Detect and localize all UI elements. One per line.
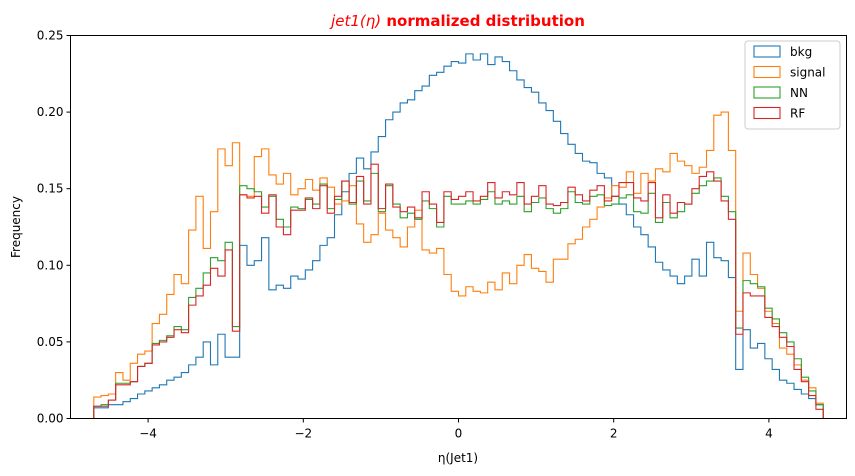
legend-swatch-bkg — [753, 45, 781, 58]
y-tick-label: 0.00 — [37, 412, 64, 426]
x-axis-ticks: −4 −2 0 2 4 — [139, 418, 773, 441]
y-tick-label: 0.05 — [37, 335, 64, 349]
y-tick-label: 0.15 — [37, 182, 64, 196]
x-tick-label: −4 — [139, 427, 157, 441]
y-axis-label: Frequency — [9, 196, 23, 258]
histogram-series-group — [93, 53, 824, 419]
legend-label-rf: RF — [790, 107, 805, 121]
y-tick-label: 0.20 — [37, 105, 64, 119]
chart-title: jet1(η) normalized distribution — [329, 12, 585, 30]
legend-label-nn: NN — [790, 86, 808, 100]
legend-swatch-rf — [753, 106, 781, 120]
x-axis-label: η(Jet1) — [438, 451, 478, 465]
legend-swatch-nn — [753, 86, 781, 99]
legend-label-signal: signal — [790, 66, 826, 80]
legend: bkg signal NN RF — [744, 40, 841, 130]
histogram-series-signal — [93, 111, 824, 419]
x-tick-label: 2 — [610, 427, 618, 441]
histogram-series-rf — [93, 163, 824, 419]
legend-swatch-signal — [753, 65, 781, 79]
x-tick-label: 4 — [765, 427, 773, 441]
legend-label-bkg: bkg — [790, 45, 812, 59]
chart-title-rest: normalized distribution — [381, 12, 585, 30]
y-tick-label: 0.10 — [37, 258, 64, 272]
histogram-series-bkg — [93, 53, 824, 419]
histogram-series-nn — [93, 172, 824, 419]
y-axis-ticks: 0.00 0.05 0.10 0.15 0.20 0.25 — [37, 29, 71, 426]
y-tick-label: 0.25 — [37, 29, 64, 43]
x-tick-label: −2 — [294, 427, 312, 441]
chart-title-math: jet1(η) — [329, 12, 381, 30]
x-tick-label: 0 — [455, 427, 463, 441]
